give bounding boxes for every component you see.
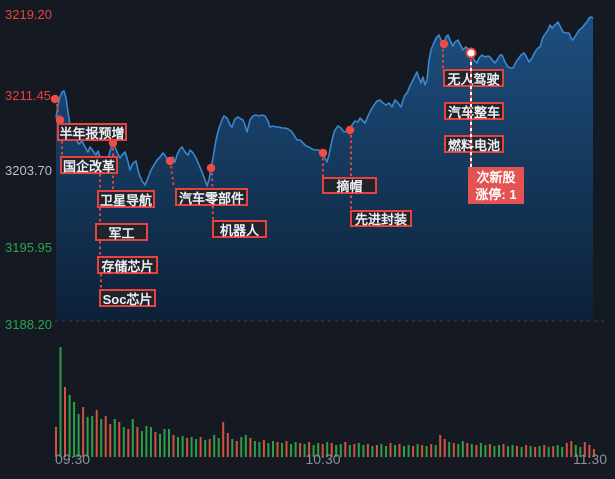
price-line — [55, 16, 594, 187]
sector-event-label[interactable]: 燃料电池 — [444, 135, 504, 153]
price-axis-label: 3195.95 — [5, 240, 52, 255]
sector-event-label[interactable]: 军工 — [95, 223, 148, 241]
sector-event-label[interactable]: 国企改革 — [60, 156, 118, 174]
event-dot — [55, 115, 65, 125]
price-axis-label: 3219.20 — [5, 7, 52, 22]
event-dot — [439, 39, 449, 49]
sector-event-label[interactable]: 摘帽 — [322, 177, 377, 194]
sector-event-label[interactable]: 汽车零部件 — [175, 188, 248, 206]
time-axis-label: 10:30 — [305, 451, 341, 467]
sector-event-label[interactable]: 无人驾驶 — [443, 69, 504, 87]
event-connector-line — [470, 59, 472, 167]
price-area-fill — [56, 17, 593, 321]
badge-line1: 次新股 — [476, 169, 516, 185]
event-connector-line — [170, 165, 175, 189]
sector-event-label[interactable]: 存储芯片 — [97, 256, 158, 274]
sector-event-label[interactable]: Soc芯片 — [99, 289, 156, 307]
sector-event-label[interactable]: 半年报预增 — [57, 123, 127, 141]
sector-event-label[interactable]: 卫星导航 — [97, 190, 155, 208]
price-axis-label: 3203.70 — [5, 163, 52, 178]
event-dot — [165, 156, 175, 166]
sector-event-label[interactable]: 先进封装 — [350, 210, 412, 227]
sector-event-label[interactable]: 机器人 — [212, 220, 267, 238]
badge-line2: 涨停: 1 — [475, 186, 517, 202]
price-axis-label: 3188.20 — [5, 317, 52, 332]
event-dot — [50, 94, 60, 104]
time-axis-label: 09:30 — [55, 451, 91, 467]
time-axis-label: 11:30 — [573, 451, 607, 467]
new-stock-limit-up-badge[interactable]: 次新股 涨停: 1 — [468, 167, 524, 204]
price-axis-label: 3211.45 — [5, 88, 52, 103]
event-dot-hollow — [465, 47, 477, 59]
sector-event-label[interactable]: 汽车整车 — [444, 102, 504, 120]
event-dot — [345, 125, 355, 135]
volume-bars — [55, 347, 595, 457]
event-dot — [206, 163, 216, 173]
event-dot — [318, 148, 328, 158]
